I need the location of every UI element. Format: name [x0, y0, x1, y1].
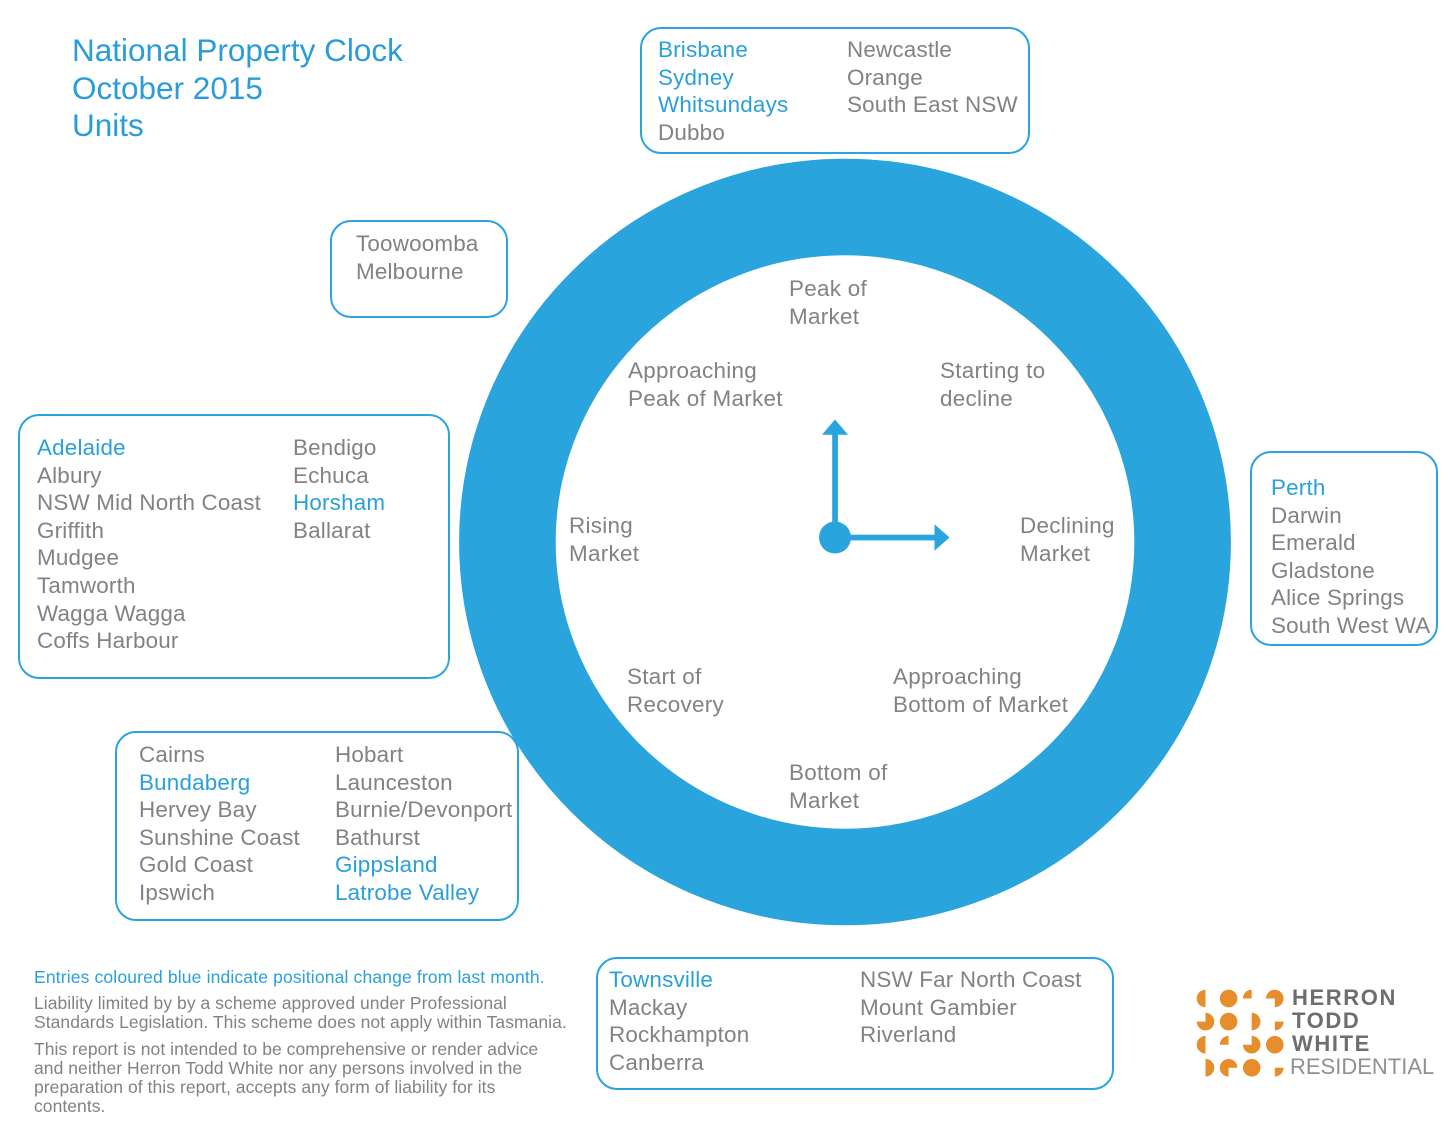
svg-text:HERRON: HERRON	[1292, 985, 1397, 1010]
svg-text:TODD: TODD	[1292, 1008, 1360, 1033]
svg-text:WHITE: WHITE	[1292, 1031, 1371, 1056]
svg-text:RESIDENTIAL: RESIDENTIAL	[1290, 1054, 1434, 1079]
